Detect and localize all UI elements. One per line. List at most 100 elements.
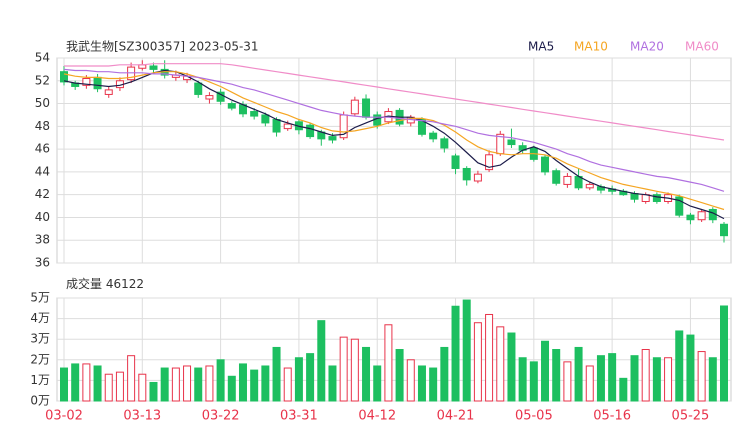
candle-body xyxy=(104,89,113,95)
volume-bar xyxy=(317,320,326,402)
x-tick-label: 04-21 xyxy=(437,409,475,424)
volume-bar xyxy=(328,365,337,402)
volume-bar xyxy=(496,326,505,402)
x-tick-label: 05-05 xyxy=(515,409,553,424)
candle-body xyxy=(462,167,471,181)
volume-bar xyxy=(585,365,594,402)
y-tick-label: 52 xyxy=(35,73,50,87)
volume-bar xyxy=(138,373,147,402)
volume-bar xyxy=(473,322,482,402)
volume-bar xyxy=(462,299,471,402)
volume-bar xyxy=(261,365,270,402)
y-tick-label: 50 xyxy=(35,96,50,110)
volume-bar xyxy=(417,365,426,402)
candle-body xyxy=(272,119,281,133)
x-tick-label: 03-13 xyxy=(123,409,161,424)
ma-line xyxy=(63,68,725,192)
volume-bar xyxy=(104,373,113,402)
y-tick-label: 3万 xyxy=(30,332,50,346)
volume-bar xyxy=(384,324,393,402)
candle-body xyxy=(485,154,494,171)
volume-bar xyxy=(608,353,617,402)
volume-bar xyxy=(227,375,236,402)
candle-body xyxy=(205,95,214,100)
volume-bar xyxy=(708,357,717,402)
x-tick-label: 05-25 xyxy=(672,409,710,424)
volume-bar xyxy=(149,381,158,402)
volume-bar xyxy=(216,359,225,402)
volume-bar xyxy=(518,357,527,402)
candle-body xyxy=(585,183,594,189)
volume-bar xyxy=(664,357,673,402)
x-tick-label: 04-12 xyxy=(358,409,396,424)
ma-line xyxy=(63,69,725,220)
volume-bar xyxy=(406,359,415,402)
y-tick-label: 1万 xyxy=(30,373,50,387)
x-tick-label: 05-16 xyxy=(593,409,631,424)
volume-bar xyxy=(127,355,136,402)
volume-bar xyxy=(507,332,516,402)
volume-bar xyxy=(596,355,605,402)
ma-line xyxy=(63,71,725,211)
volume-bar xyxy=(82,363,91,402)
candle-body xyxy=(507,139,516,146)
legend-entry: MA5 xyxy=(528,40,554,54)
volume-bar xyxy=(686,334,695,402)
last-volume: 46122 xyxy=(106,277,144,291)
plot-frame xyxy=(56,297,732,402)
volume-bar xyxy=(238,363,247,402)
volume-bar xyxy=(630,355,639,402)
candle-body xyxy=(362,98,371,118)
volume-bar xyxy=(115,371,124,402)
volume-bar xyxy=(619,377,628,402)
candle-body xyxy=(261,114,270,124)
candle-body xyxy=(697,211,706,221)
volume-bar xyxy=(563,361,572,402)
volume-title: 成交量 46122 xyxy=(66,276,144,291)
volume-bar xyxy=(697,351,706,402)
candle-body xyxy=(429,132,438,140)
volume-bar xyxy=(440,346,449,402)
volume-bar xyxy=(429,367,438,402)
volume-bar xyxy=(451,305,460,402)
volume-bar xyxy=(250,369,259,402)
volume-bar xyxy=(529,361,538,402)
candle-body xyxy=(283,123,292,130)
volume-bar xyxy=(60,367,68,402)
y-tick-label: 40 xyxy=(35,210,50,224)
y-tick-label: 38 xyxy=(35,233,50,247)
y-tick-label: 42 xyxy=(35,187,50,201)
volume-bar xyxy=(395,349,404,402)
volume-bar xyxy=(71,363,80,402)
x-tick-label: 03-02 xyxy=(45,409,83,424)
volume-bar xyxy=(93,365,102,402)
volume-bar xyxy=(552,349,561,402)
volume-bar xyxy=(485,313,494,402)
candle-body xyxy=(451,155,460,169)
candle-body xyxy=(552,170,561,184)
legend-entry: MA60 xyxy=(685,40,719,54)
candle-body xyxy=(93,76,102,90)
legend-entry: MA10 xyxy=(574,40,608,54)
candle-body xyxy=(563,175,572,185)
plot-frame xyxy=(56,57,732,264)
y-tick-label: 46 xyxy=(35,142,50,156)
y-tick-label: 54 xyxy=(35,51,50,65)
volume-bar xyxy=(339,336,348,402)
candle-body xyxy=(473,173,482,182)
chart-title: 我武生物[SZ300357] 2023-05-31 xyxy=(66,40,259,54)
volume-bar xyxy=(362,346,371,402)
y-tick-label: 5万 xyxy=(30,291,50,305)
volume-bar xyxy=(720,305,728,402)
candle-body xyxy=(194,82,203,95)
candle-body xyxy=(630,193,639,200)
volume-bar xyxy=(194,367,203,402)
y-tick-label: 0万 xyxy=(30,394,50,408)
volume-bar xyxy=(306,353,315,402)
volume-bar xyxy=(641,349,650,402)
volume-bar xyxy=(205,365,214,402)
volume-bar xyxy=(652,357,661,402)
candle-body xyxy=(720,223,728,237)
y-tick-label: 4万 xyxy=(30,311,50,325)
